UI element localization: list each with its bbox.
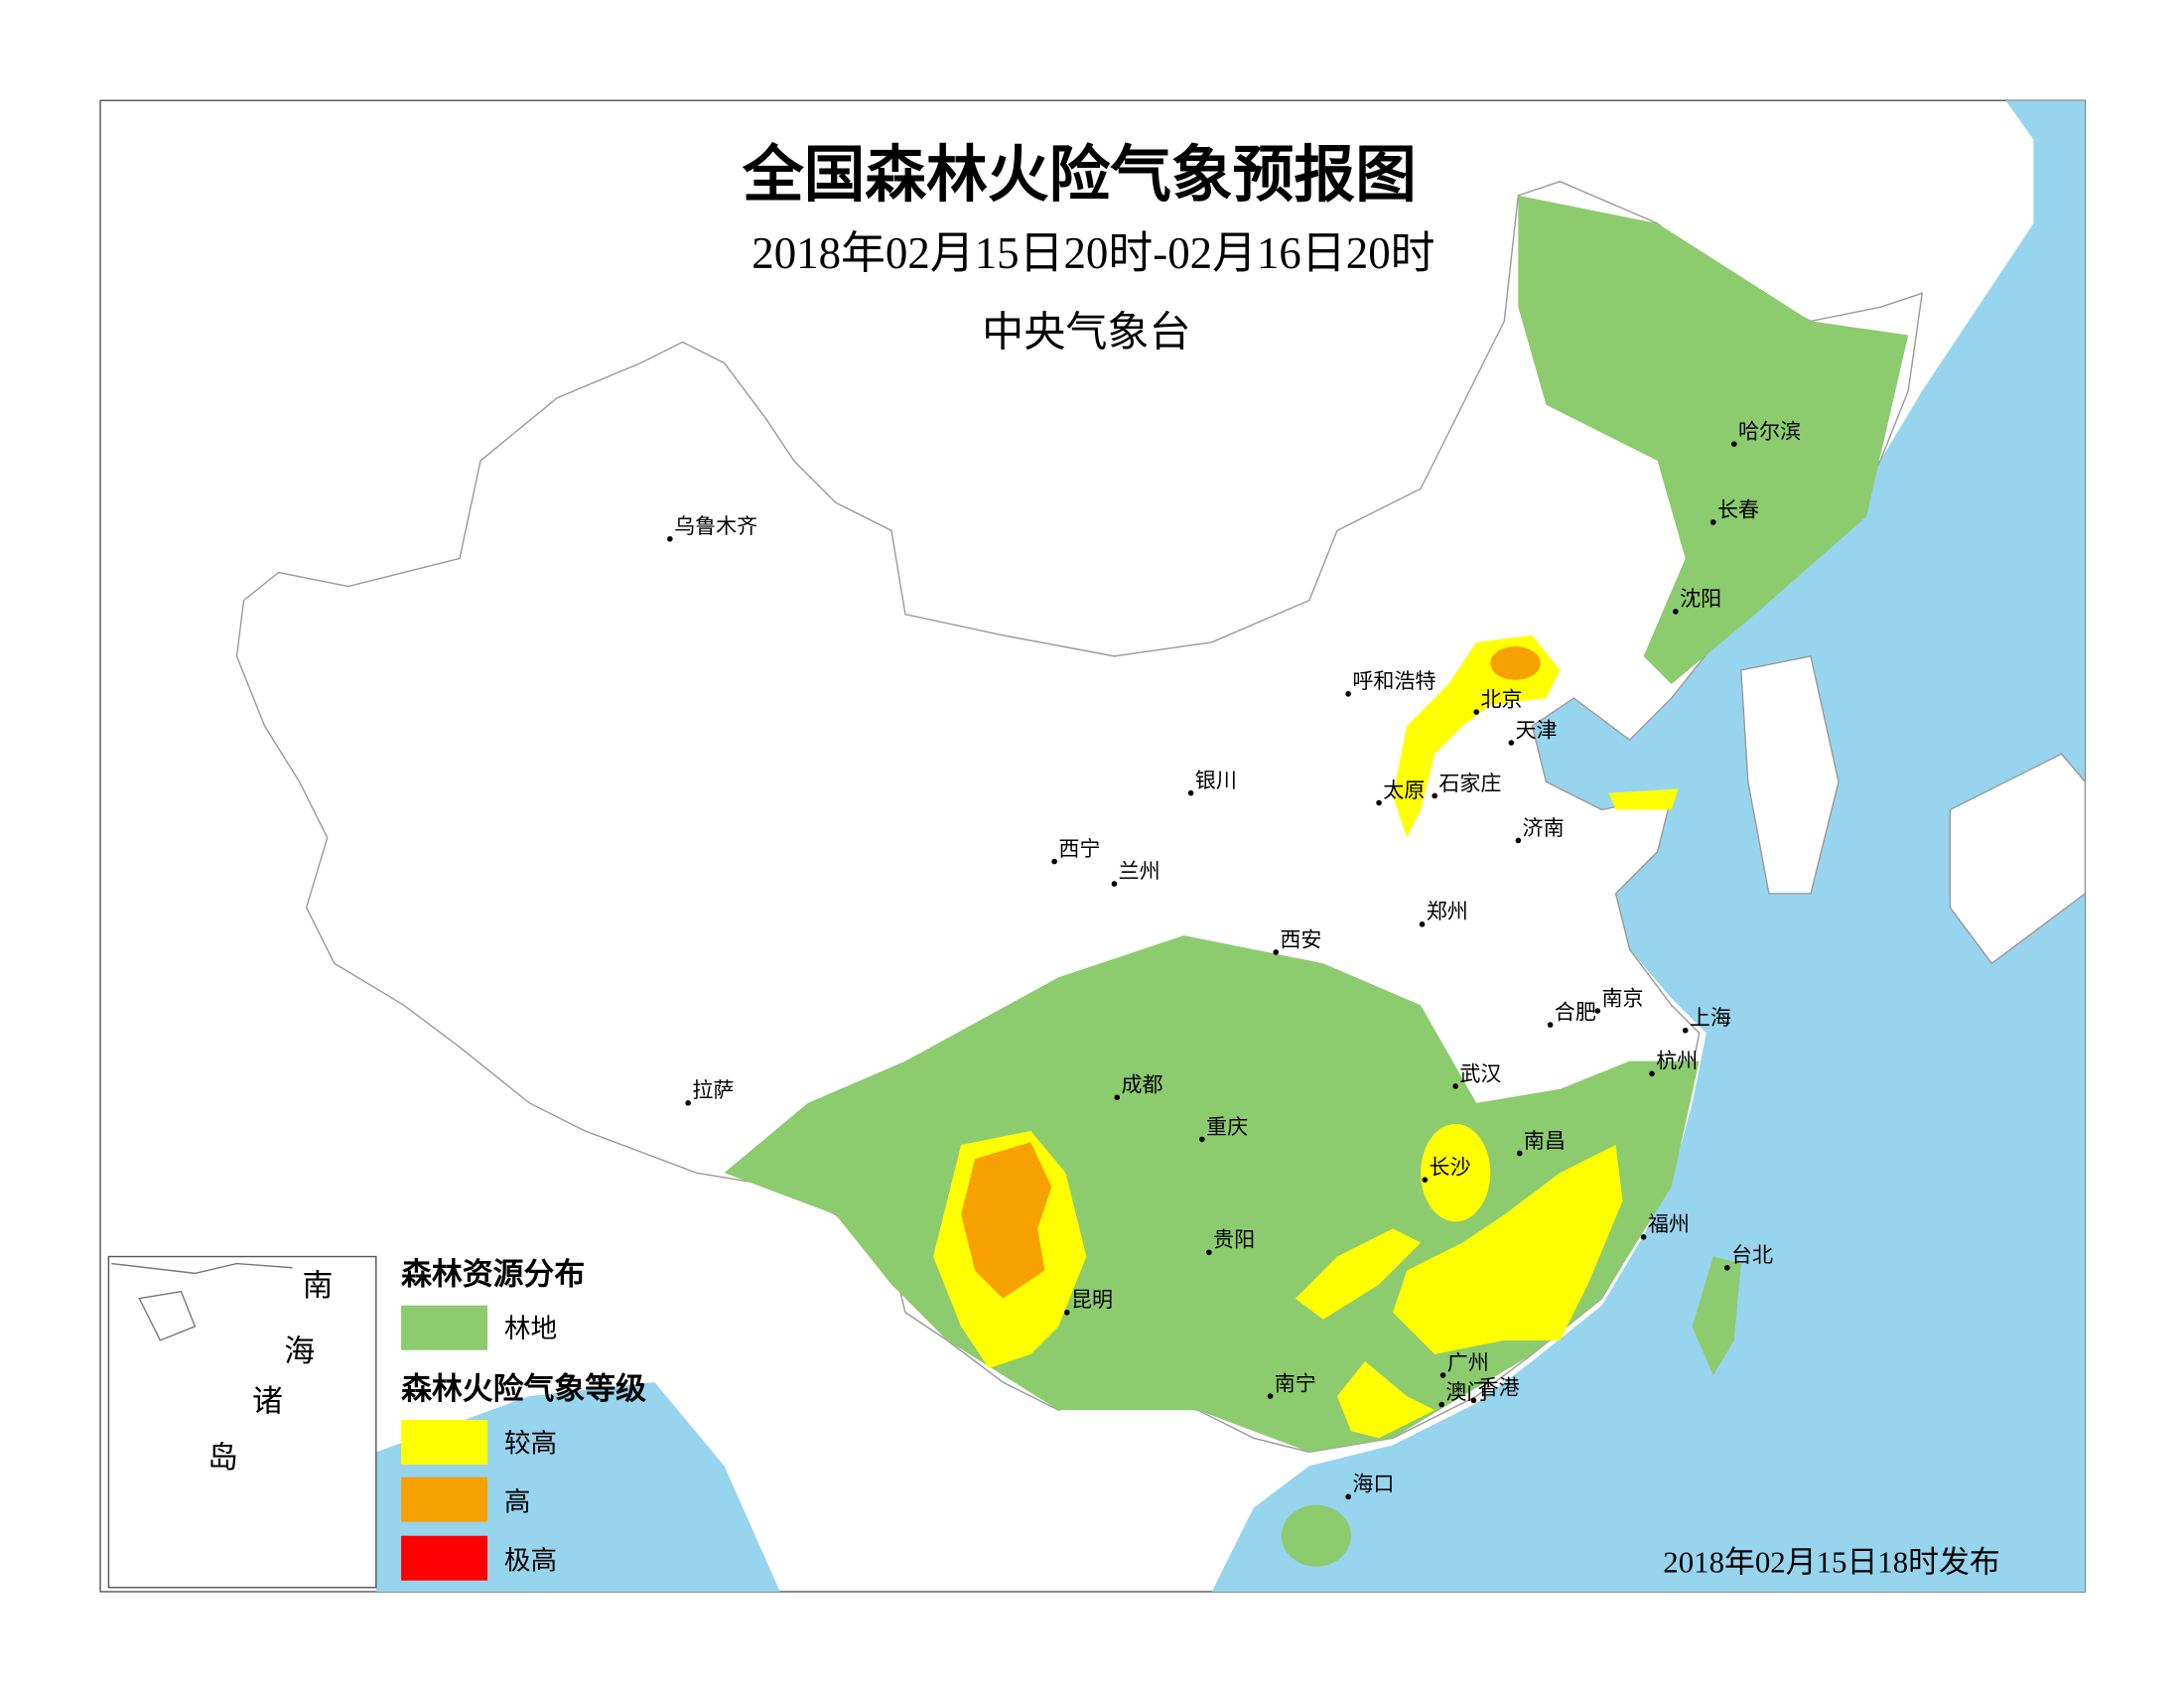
- legend-swatch: [401, 1477, 488, 1522]
- city-dot: [1187, 789, 1194, 796]
- city-dot: [1473, 709, 1480, 715]
- legend-heading: 森林资源分布: [401, 1257, 585, 1293]
- issuer: 中央气象台: [982, 308, 1190, 356]
- city-label: 武汉: [1459, 1060, 1501, 1085]
- city-label: 银川: [1195, 768, 1237, 792]
- city-dot: [1723, 1264, 1730, 1271]
- inset-label: 岛: [207, 1440, 238, 1476]
- city-label: 呼和浩特: [1352, 668, 1435, 693]
- city-label: 乌鲁木齐: [674, 513, 757, 538]
- city-dot: [1439, 1372, 1446, 1378]
- inset-coast: [111, 1262, 293, 1341]
- city-dot: [1345, 691, 1351, 697]
- city-dot: [1682, 1027, 1689, 1034]
- city-dot: [1051, 858, 1057, 865]
- legend-swatch: [401, 1420, 488, 1466]
- city-dot: [1199, 1136, 1205, 1143]
- city-label: 西安: [1280, 926, 1321, 951]
- city-label: 海口: [1352, 1472, 1394, 1496]
- city-label: 杭州: [1656, 1049, 1698, 1073]
- japan: [1949, 753, 2087, 965]
- city-label: 沈阳: [1680, 586, 1721, 611]
- city-dot: [1206, 1249, 1212, 1256]
- map-title: 全国森林火险气象预报图: [742, 139, 1417, 211]
- city-label: 广州: [1447, 1349, 1489, 1374]
- city-label: 成都: [1121, 1072, 1162, 1097]
- city-label: 拉萨: [692, 1077, 734, 1102]
- city-label: 哈尔滨: [1738, 419, 1801, 444]
- sea: [1211, 100, 2086, 1592]
- city-label: 郑州: [1427, 899, 1468, 923]
- city-dot: [1114, 1094, 1121, 1101]
- city-dot: [1422, 1177, 1429, 1183]
- city-label: 南京: [1602, 985, 1644, 1010]
- city-dot: [1709, 519, 1716, 525]
- city-label: 台北: [1731, 1242, 1773, 1267]
- city-dot: [1438, 1401, 1444, 1408]
- city-dot: [1731, 441, 1737, 447]
- legend-label: 林地: [504, 1314, 557, 1344]
- city-dot: [1640, 1234, 1647, 1240]
- city-label: 兰州: [1119, 858, 1160, 883]
- city-label: 合肥: [1555, 999, 1596, 1024]
- city-dot: [685, 1100, 691, 1106]
- city-label: 长沙: [1430, 1155, 1471, 1180]
- city-dot: [1345, 1493, 1351, 1500]
- city-dot: [1594, 1008, 1601, 1014]
- inset-label: 诸: [252, 1384, 283, 1420]
- city-label: 西宁: [1058, 836, 1100, 861]
- legend-swatch: [401, 1305, 488, 1350]
- city-label: 济南: [1523, 815, 1565, 840]
- city-label: 昆明: [1071, 1287, 1113, 1312]
- city-label: 澳门: [1445, 1379, 1487, 1404]
- city-dot: [1649, 1070, 1655, 1077]
- korea: [1740, 655, 1840, 895]
- city-dot: [1432, 792, 1437, 799]
- city-label: 太原: [1383, 777, 1425, 802]
- city-dot: [1515, 837, 1522, 844]
- legend-label: 高: [504, 1486, 531, 1517]
- city-label: 天津: [1516, 717, 1558, 742]
- city-label: 上海: [1690, 1005, 1731, 1030]
- inset-label: 南: [302, 1268, 333, 1304]
- fire-zone-high: [961, 646, 1541, 1299]
- city-label: 香港: [1478, 1375, 1520, 1400]
- inset-box: [107, 1255, 377, 1589]
- city-label: 石家庄: [1438, 771, 1501, 795]
- map-subtitle: 2018年02月15日20时-02月16日20时: [751, 228, 1434, 278]
- city-dot: [1508, 740, 1515, 746]
- city-dot: [1470, 1397, 1477, 1404]
- legend-heading: 森林火险气象等级: [401, 1371, 646, 1407]
- city-dot: [1516, 1150, 1523, 1157]
- city-dot: [1673, 609, 1679, 615]
- city-label: 贵阳: [1213, 1227, 1255, 1252]
- city-dot: [1111, 881, 1118, 887]
- legend-label: 极高: [504, 1545, 557, 1576]
- city-label: 北京: [1480, 686, 1522, 711]
- city-label: 重庆: [1206, 1114, 1248, 1139]
- city-dot: [1273, 949, 1280, 955]
- legend-label: 较高: [504, 1428, 557, 1459]
- city-dot: [1267, 1393, 1274, 1399]
- city-label: 福州: [1648, 1211, 1690, 1236]
- city-label: 长春: [1717, 496, 1759, 521]
- city-dot: [1376, 799, 1382, 806]
- city-label: 南宁: [1275, 1370, 1316, 1395]
- city-dot: [1452, 1083, 1459, 1089]
- legend-swatch: [401, 1535, 488, 1581]
- city-dot: [1547, 1022, 1554, 1028]
- inset-label: 海: [284, 1334, 315, 1369]
- city-label: 南昌: [1524, 1128, 1566, 1153]
- city-dot: [1063, 1309, 1070, 1316]
- release-time: 2018年02月15日18时发布: [1663, 1544, 1999, 1579]
- city-dot: [1419, 921, 1426, 927]
- city-dot: [667, 535, 673, 542]
